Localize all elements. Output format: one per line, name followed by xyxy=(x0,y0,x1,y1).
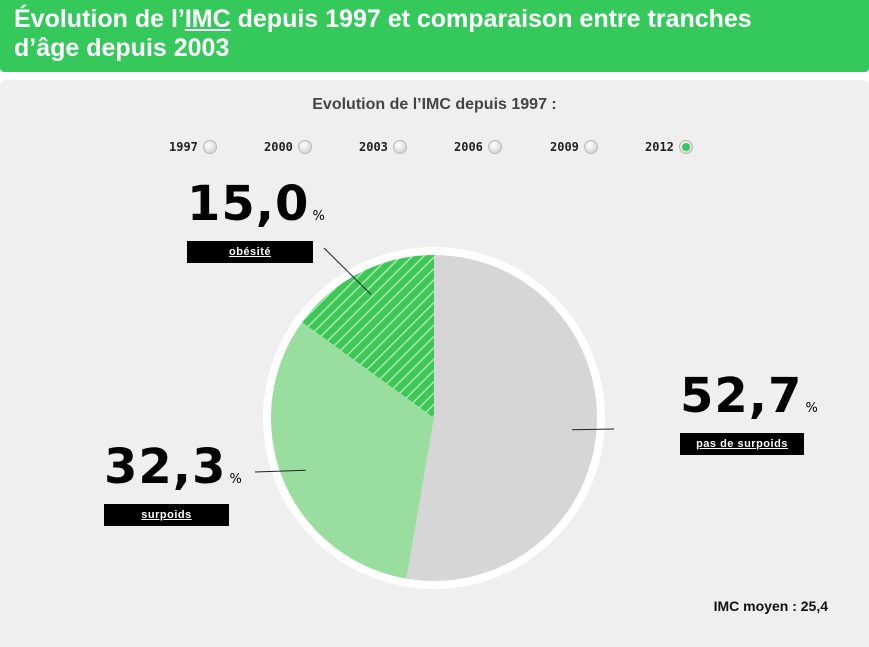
callout-obesite: 15,0% obésité xyxy=(187,180,325,263)
year-label: 1997 xyxy=(169,140,198,154)
callout-surpoids: 32,3% surpoids xyxy=(104,443,242,526)
year-radio[interactable] xyxy=(297,140,312,154)
surpoids-value-row: 32,3% xyxy=(104,443,242,504)
pas-de-surpoids-unit: % xyxy=(805,401,818,416)
pas-de-surpoids-value: 52,7 xyxy=(680,368,803,424)
year-radio[interactable] xyxy=(392,140,407,154)
imc-moyen: IMC moyen : 25,4 xyxy=(713,598,828,614)
year-label: 2012 xyxy=(645,140,674,154)
obesite-unit: % xyxy=(312,209,325,224)
leader-surpoids xyxy=(254,469,306,473)
chart-subtitle: Evolution de l’IMC depuis 1997 : xyxy=(312,96,557,113)
obesite-value: 15,0 xyxy=(187,176,310,232)
header-bar: Évolution de l’IMC depuis 1997 et compar… xyxy=(0,0,869,72)
pas-de-surpoids-value-row: 52,7% xyxy=(680,372,818,433)
year-option-2009[interactable]: 2009 xyxy=(550,140,598,154)
pas-de-surpoids-label[interactable]: pas de surpoids xyxy=(680,433,804,455)
page-title: Évolution de l’IMC depuis 1997 et compar… xyxy=(14,5,855,63)
year-label: 2000 xyxy=(264,140,293,154)
year-option-1997[interactable]: 1997 xyxy=(169,140,217,154)
year-label: 2009 xyxy=(550,140,579,154)
title-suffix: depuis 1997 et comparaison entre tranche… xyxy=(230,5,752,33)
title-line-2: d’âge depuis 2003 xyxy=(14,34,230,62)
slice-pas-de-surpoids[interactable] xyxy=(406,255,597,581)
callout-pas-de-surpoids: 52,7% pas de surpoids xyxy=(680,372,818,455)
surpoids-unit: % xyxy=(229,472,242,487)
year-option-2006[interactable]: 2006 xyxy=(454,140,502,154)
title-prefix: Évolution de l’ xyxy=(14,5,185,33)
slice-obesite[interactable] xyxy=(302,255,434,418)
year-option-2003[interactable]: 2003 xyxy=(359,140,407,154)
obesite-label[interactable]: obésité xyxy=(187,241,313,263)
year-radio-selected[interactable] xyxy=(678,140,693,154)
surpoids-label[interactable]: surpoids xyxy=(104,504,229,526)
leader-pas-de-surpoids xyxy=(572,428,615,431)
surpoids-value: 32,3 xyxy=(104,439,227,495)
year-radio[interactable] xyxy=(487,140,502,154)
year-radio[interactable] xyxy=(583,140,598,154)
year-label: 2003 xyxy=(359,140,388,154)
obesite-value-row: 15,0% xyxy=(187,180,325,241)
year-label: 2006 xyxy=(454,140,483,154)
year-radio[interactable] xyxy=(202,140,217,154)
imc-link[interactable]: IMC xyxy=(184,5,231,33)
year-option-2012[interactable]: 2012 xyxy=(645,140,693,154)
year-selector: 1997 2000 2003 2006 2009 2012 xyxy=(0,140,869,160)
year-option-2000[interactable]: 2000 xyxy=(264,140,312,154)
slice-surpoids[interactable] xyxy=(270,322,434,579)
leader-obesite xyxy=(323,247,372,295)
